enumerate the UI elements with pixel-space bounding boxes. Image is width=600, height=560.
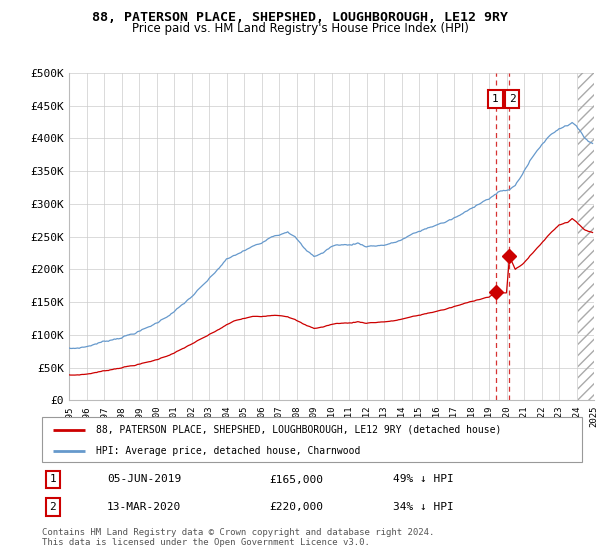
Text: 2: 2 bbox=[49, 502, 56, 512]
Text: HPI: Average price, detached house, Charnwood: HPI: Average price, detached house, Char… bbox=[96, 446, 361, 456]
Text: 05-JUN-2019: 05-JUN-2019 bbox=[107, 474, 181, 484]
Text: £165,000: £165,000 bbox=[269, 474, 323, 484]
Text: 88, PATERSON PLACE, SHEPSHED, LOUGHBOROUGH, LE12 9RY: 88, PATERSON PLACE, SHEPSHED, LOUGHBOROU… bbox=[92, 11, 508, 24]
Text: 1: 1 bbox=[492, 94, 499, 104]
Text: 49% ↓ HPI: 49% ↓ HPI bbox=[393, 474, 454, 484]
Text: 1: 1 bbox=[49, 474, 56, 484]
Text: 13-MAR-2020: 13-MAR-2020 bbox=[107, 502, 181, 512]
Text: Price paid vs. HM Land Registry's House Price Index (HPI): Price paid vs. HM Land Registry's House … bbox=[131, 22, 469, 35]
Text: 34% ↓ HPI: 34% ↓ HPI bbox=[393, 502, 454, 512]
Text: 88, PATERSON PLACE, SHEPSHED, LOUGHBOROUGH, LE12 9RY (detached house): 88, PATERSON PLACE, SHEPSHED, LOUGHBOROU… bbox=[96, 424, 502, 435]
Text: £220,000: £220,000 bbox=[269, 502, 323, 512]
Text: 2: 2 bbox=[509, 94, 515, 104]
Text: Contains HM Land Registry data © Crown copyright and database right 2024.
This d: Contains HM Land Registry data © Crown c… bbox=[42, 528, 434, 547]
